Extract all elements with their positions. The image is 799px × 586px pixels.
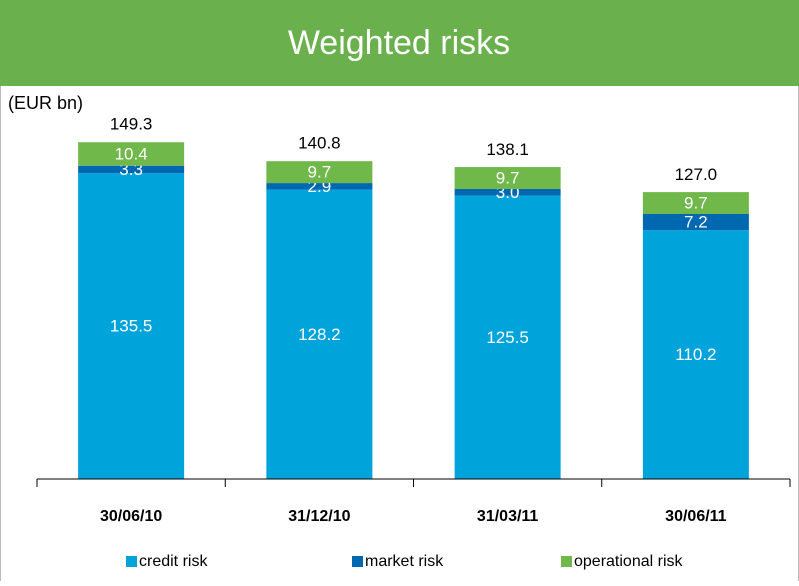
- legend-label: operational risk: [574, 553, 684, 570]
- total-label: 140.8: [298, 134, 341, 153]
- data-label: 9.7: [496, 168, 520, 187]
- bar-segment: [454, 188, 561, 196]
- bar-segment: [78, 165, 185, 174]
- data-label: 9.7: [308, 163, 332, 182]
- legend-label: credit risk: [139, 553, 208, 570]
- legend-swatch: [352, 556, 363, 567]
- data-label: 10.4: [115, 144, 148, 163]
- plot: 135.53.310.4149.330/06/10128.22.99.7140.…: [36, 114, 791, 570]
- bar-segment: [454, 195, 561, 479]
- total-label: 149.3: [110, 114, 153, 133]
- header-band: [0, 0, 799, 86]
- bar-segment: [266, 189, 373, 479]
- bar-segment: [454, 167, 561, 189]
- bar-segment: [642, 192, 749, 215]
- bar-segment: [266, 183, 373, 190]
- legend-swatch: [561, 556, 572, 567]
- total-label: 138.1: [486, 140, 529, 159]
- x-tick-label: 30/06/10: [100, 508, 162, 525]
- chart-title: Weighted risks: [288, 24, 510, 62]
- bar-segment: [78, 142, 185, 166]
- unit-label: (EUR bn): [8, 93, 83, 113]
- x-tick-label: 30/06/11: [665, 508, 727, 525]
- data-label: 135.5: [110, 317, 153, 336]
- total-label: 127.0: [675, 165, 718, 184]
- data-label: 125.5: [486, 328, 529, 347]
- data-label: 128.2: [298, 325, 341, 344]
- legend-label: market risk: [365, 553, 444, 570]
- legend-swatch: [126, 556, 137, 567]
- bar-segment: [78, 173, 185, 480]
- x-tick-label: 31/03/11: [477, 508, 539, 525]
- data-label: 9.7: [684, 194, 708, 213]
- x-tick-label: 31/12/10: [288, 508, 350, 525]
- bar-segment: [642, 230, 749, 479]
- data-label: 7.2: [684, 213, 708, 232]
- bar-segment: [266, 161, 373, 184]
- bar-segment: [642, 214, 749, 231]
- data-label: 110.2: [675, 345, 716, 364]
